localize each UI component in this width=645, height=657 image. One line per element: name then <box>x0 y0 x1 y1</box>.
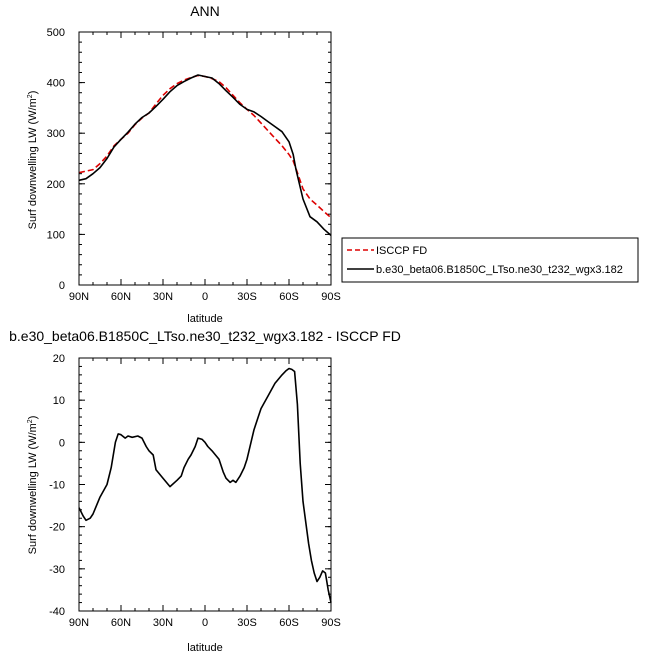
bottom-y-tick-label-5: 10 <box>53 395 65 407</box>
top-x-tick-label-3: 0 <box>202 291 208 303</box>
top-y-tick-label-1: 100 <box>47 229 65 241</box>
top-series-line-1 <box>78 74 332 237</box>
top-x-tick-label-6: 90S <box>321 291 341 303</box>
legend-box <box>341 237 639 283</box>
top-chart-title: ANN <box>190 3 220 19</box>
top-y-tick-label-0: 0 <box>59 280 65 292</box>
bottom-y-tick-label-4: 0 <box>59 437 65 449</box>
bottom-x-tick-label-1: 60N <box>111 617 131 629</box>
top-x-tick-label-5: 60S <box>279 291 299 303</box>
legend-label-isccp: ISCCP FD <box>376 245 427 257</box>
top-x-tick-label-1: 60N <box>111 291 131 303</box>
bottom-panel: b.e30_beta06.B1850C_LTso.ne30_t232_wgx3.… <box>9 328 401 654</box>
bottom-y-tick-label-6: 20 <box>53 353 65 365</box>
bottom-x-axis-label: latitude <box>187 642 222 654</box>
bottom-x-tick-label-4: 30S <box>237 617 257 629</box>
top-series-line-0 <box>78 74 332 219</box>
top-x-axis-label: latitude <box>187 313 222 325</box>
bottom-y-axis-label-main: Surf downwelling LW (W/m <box>27 423 39 554</box>
bottom-plot-frame <box>78 357 332 612</box>
bottom-y-axis-label-close: ) <box>27 416 39 420</box>
top-x-tick-label-4: 30S <box>237 291 257 303</box>
bottom-y-tick-label-2: -20 <box>49 522 65 534</box>
top-y-tick-label-5: 500 <box>47 27 65 39</box>
top-x-tick-label-0: 90N <box>69 291 89 303</box>
bottom-series-line-0 <box>78 367 332 603</box>
top-x-tick-label-2: 30N <box>153 291 173 303</box>
legend: ISCCP FD b.e30_beta06.B1850C_LTso.ne30_t… <box>341 237 639 283</box>
bottom-chart-title: b.e30_beta06.B1850C_LTso.ne30_t232_wgx3.… <box>9 328 401 344</box>
bottom-y-axis-label: Surf downwelling LW (W/m2) <box>27 416 39 555</box>
bottom-x-tick-label-3: 0 <box>202 617 208 629</box>
top-y-axis-label-sup: 2 <box>27 94 34 98</box>
top-y-axis-label-close: ) <box>27 91 39 95</box>
top-plot-area: 90N 60N 30N 0 30S 60S 90S 0 100 200 300 400 500 <box>47 27 341 303</box>
bottom-y-tick-label-3: -10 <box>49 480 65 492</box>
top-y-axis-label: Surf downwelling LW (W/m2) <box>27 91 39 230</box>
bottom-x-tick-label-0: 90N <box>69 617 89 629</box>
bottom-y-tick-label-0: -40 <box>49 606 65 618</box>
bottom-x-tick-label-6: 90S <box>321 617 341 629</box>
bottom-plot-area: 90N 60N 30N 0 30S 60S 90S -40 -30 -20 -10 0 10 20 <box>49 353 341 629</box>
top-y-tick-label-2: 200 <box>47 179 65 191</box>
legend-label-model: b.e30_beta06.B1850C_LTso.ne30_t232_wgx3.… <box>376 264 623 276</box>
top-y-tick-label-4: 400 <box>47 78 65 90</box>
bottom-y-tick-label-1: -30 <box>49 564 65 576</box>
bottom-x-tick-label-2: 30N <box>153 617 173 629</box>
bottom-x-tick-label-5: 60S <box>279 617 299 629</box>
top-y-tick-label-3: 300 <box>47 128 65 140</box>
top-y-axis-label-main: Surf downwelling LW (W/m <box>27 98 39 229</box>
top-panel: ANN 90N 60N 30N 0 30S 60S 90S0100200300400500 … <box>27 3 341 325</box>
bottom-y-axis-label-sup: 2 <box>27 419 34 423</box>
